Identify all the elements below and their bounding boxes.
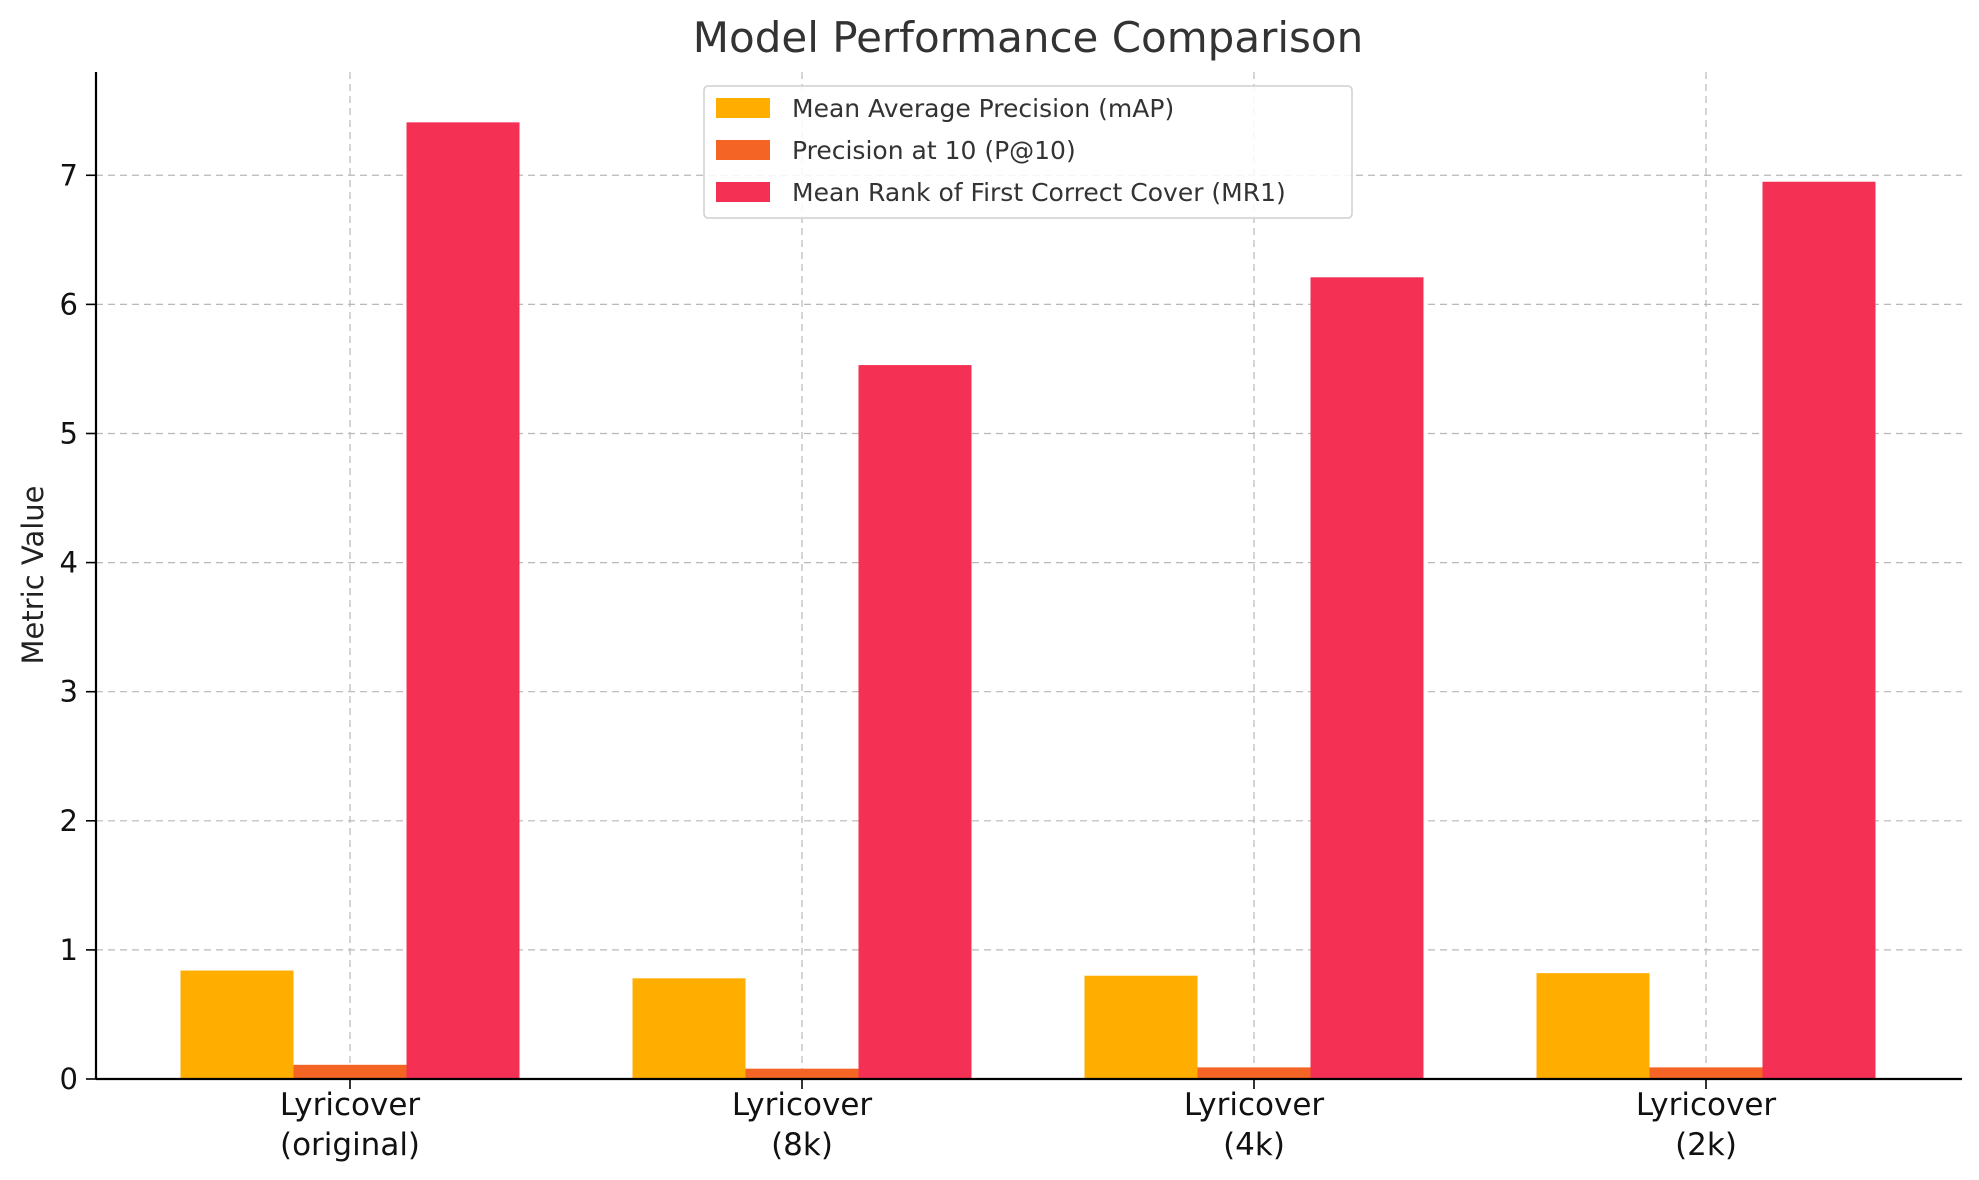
y-tick-label: 4 — [60, 546, 78, 580]
x-category-label-line: Lyricover — [1636, 1087, 1777, 1123]
y-tick-label: 6 — [60, 287, 78, 321]
bar-1-1 — [180, 970, 294, 1079]
y-tick-label: 1 — [60, 933, 78, 967]
legend-label-1: Mean Average Precision (mAP) — [792, 94, 1174, 123]
bars-layer — [180, 122, 1876, 1080]
legend-swatch-1 — [716, 98, 770, 118]
y-axis-label: Metric Value — [16, 485, 50, 664]
bar-1-3 — [1084, 975, 1198, 1079]
bar-3-3 — [1310, 277, 1424, 1079]
y-tick-label: 2 — [60, 804, 78, 838]
bar-2-3 — [1197, 1067, 1311, 1079]
grid-layer — [96, 72, 1962, 1079]
x-category-label: Lyricover (original) — [280, 1087, 421, 1163]
bar-3-4 — [1762, 181, 1876, 1079]
legend-box — [703, 85, 1353, 219]
x-category-label-line: (original) — [280, 1127, 420, 1163]
labels-layer: Model Performance Comparison Metric Valu… — [16, 13, 1776, 1163]
x-category-label-line: Lyricover — [280, 1087, 421, 1123]
bar-3-2 — [858, 365, 972, 1079]
legend-swatch-2 — [716, 140, 770, 160]
x-category-label-line: (4k) — [1223, 1127, 1285, 1163]
x-category-label-line: Lyricover — [732, 1087, 873, 1123]
x-category-label-line: Lyricover — [1184, 1087, 1325, 1123]
legend: Mean Average Precision (mAP) Precision at… — [703, 85, 1353, 219]
x-category-label-line: (2k) — [1675, 1127, 1737, 1163]
legend-label-2: Precision at 10 (P@10) — [792, 136, 1076, 165]
bar-3-1 — [406, 122, 520, 1080]
x-category-label: Lyricover (4k) — [1184, 1087, 1325, 1163]
bar-1-2 — [632, 978, 746, 1079]
y-tick-label: 7 — [60, 158, 78, 192]
y-tick-label: 0 — [60, 1062, 78, 1096]
bar-2-4 — [1649, 1067, 1763, 1079]
legend-swatch-3 — [716, 182, 770, 202]
y-tick-label: 5 — [60, 416, 78, 450]
axes-layer — [86, 72, 1962, 1089]
x-category-label: Lyricover (8k) — [732, 1087, 873, 1163]
bar-2-2 — [745, 1068, 859, 1079]
x-category-label: Lyricover (2k) — [1636, 1087, 1777, 1163]
legend-label-3: Mean Rank of First Correct Cover (MR1) — [792, 178, 1286, 207]
bar-2-1 — [293, 1064, 407, 1079]
y-tick-label: 3 — [60, 675, 78, 709]
chart-title: Model Performance Comparison — [693, 13, 1363, 62]
x-category-label-line: (8k) — [771, 1127, 833, 1163]
bar-1-4 — [1536, 973, 1650, 1079]
